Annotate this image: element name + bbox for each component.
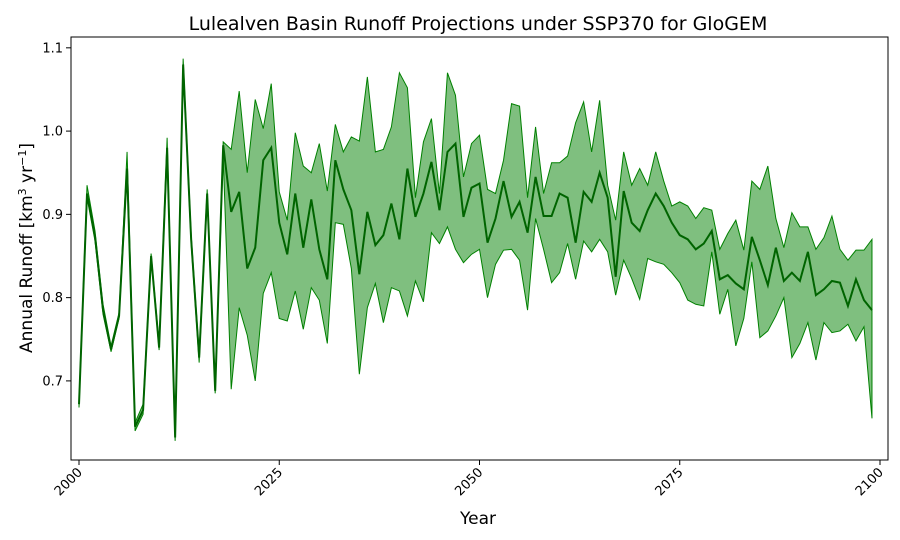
y-tick-label: 1.0 <box>42 125 63 140</box>
x-tick-label: 2050 <box>452 465 486 499</box>
x-tick-label: 2025 <box>252 465 286 499</box>
y-axis: 0.7 0.8 0.9 1.0 1.1 <box>42 41 71 389</box>
y-tick-label: 0.8 <box>42 291 63 306</box>
x-tick-label: 2075 <box>653 465 687 499</box>
plot-area <box>70 36 889 461</box>
y-tick-label: 0.7 <box>42 374 63 389</box>
x-tick-label: 2000 <box>52 465 86 499</box>
x-tick-label: 2100 <box>853 465 887 499</box>
mean-runoff-line <box>78 64 873 438</box>
chart-title: Lulealven Basin Runoff Projections under… <box>189 13 768 35</box>
x-axis: 2000 2025 2050 2075 2100 <box>52 460 887 499</box>
y-tick-label: 1.1 <box>42 41 63 56</box>
x-axis-label: Year <box>459 509 496 529</box>
uncertainty-band <box>78 58 873 441</box>
y-tick-label: 0.9 <box>42 208 63 223</box>
y-axis-label: Annual Runoff [km3 yr−1] <box>16 143 38 353</box>
